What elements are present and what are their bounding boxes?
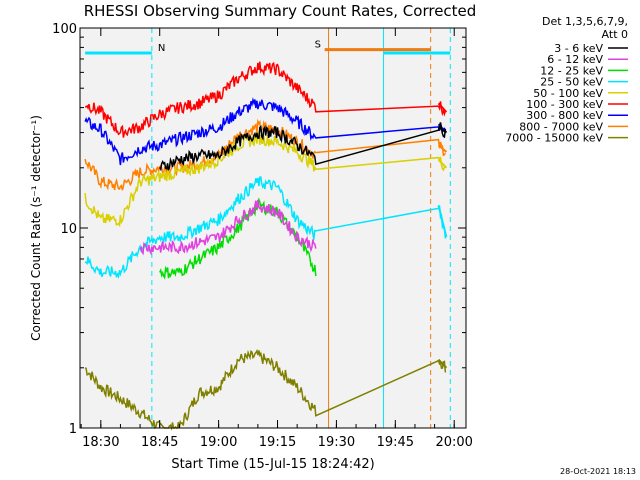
- x-tick-label: 18:30: [82, 435, 119, 450]
- series-segment: [437, 204, 448, 238]
- legend-label: 50 - 100 keV: [533, 87, 603, 100]
- y-tick-label: 1: [69, 422, 77, 437]
- x-tick-label: 19:00: [200, 435, 237, 450]
- legend-label: 3 - 6 keV: [554, 42, 603, 55]
- series-line-300-800-keV: [84, 97, 447, 166]
- legend-label: 800 - 7000 keV: [519, 120, 603, 133]
- vertical-markers: [151, 28, 451, 428]
- legend-label: 6 - 12 keV: [547, 53, 603, 66]
- series-segment: [437, 144, 448, 153]
- annotation-label: S: [315, 40, 321, 51]
- x-tick-label: 20:00: [435, 435, 472, 450]
- series-line-50-100-keV: [84, 130, 446, 228]
- series-line-100-300-keV: [84, 61, 447, 138]
- legend-header-line-1: Det 1,3,5,6,7,9,: [542, 15, 628, 28]
- legend-label: 25 - 50 keV: [540, 76, 603, 89]
- legend-header-line-2: Att 0: [602, 28, 628, 41]
- x-axis: 18:30 18:45 19:00 19:15 19:30 19:45 20:00: [80, 28, 473, 450]
- x-tick-label: 18:45: [141, 435, 178, 450]
- legend-label: 12 - 25 keV: [540, 64, 603, 77]
- legend-label: 7000 - 15000 keV: [505, 132, 603, 145]
- legend-label: 300 - 800 keV: [526, 109, 603, 122]
- series-layer: [84, 61, 448, 431]
- series-line-25-50-keV: [84, 176, 447, 280]
- y-axis-label: Corrected Count Rate (s⁻¹ detector⁻¹): [29, 115, 43, 341]
- y-axis: 1 10 100: [52, 22, 466, 437]
- legend-label: 100 - 300 keV: [526, 98, 603, 111]
- x-tick-label: 19:30: [318, 435, 355, 450]
- chart-title: RHESSI Observing Summary Count Rates, Co…: [84, 2, 477, 20]
- series-segment: [437, 358, 448, 369]
- series-line-6-12-keV: [139, 199, 317, 256]
- y-tick-label: 10: [60, 222, 77, 237]
- series-segment: [437, 102, 448, 113]
- x-axis-label: Start Time (15-Jul-15 18:24:42): [171, 457, 374, 472]
- footer-date: 28-Oct-2021 18:13: [560, 467, 636, 476]
- series-segment: [437, 126, 447, 134]
- series-line-3-6-keV: [159, 122, 447, 172]
- annotation-label: N: [158, 43, 165, 54]
- x-tick-label: 19:15: [259, 435, 296, 450]
- series-line-7000-15000-keV: [84, 348, 447, 431]
- x-tick-label: 19:45: [377, 435, 414, 450]
- series-segment: [437, 158, 448, 169]
- y-tick-label: 100: [52, 22, 77, 37]
